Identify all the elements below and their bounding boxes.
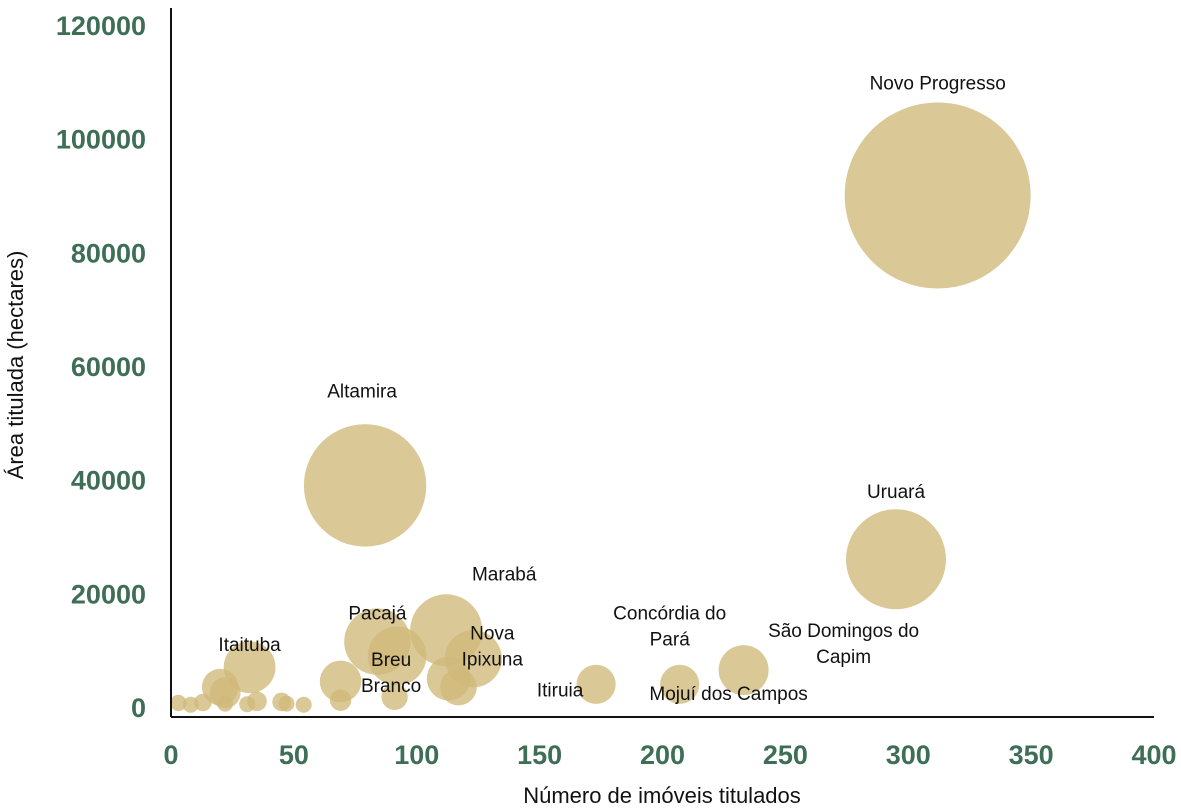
bubble-1 <box>303 424 427 547</box>
bubble-24 <box>278 695 295 712</box>
y-axis-title: Área titulada (hectares) <box>3 251 28 480</box>
y-tick-label: 20000 <box>71 579 146 609</box>
bubble-label-layer: Novo Progresso Altamira Uruará Marabá Pacajá… <box>218 74 1005 705</box>
bubble-label-2: Uruará <box>867 482 926 503</box>
bubble-5 <box>367 626 427 686</box>
bubble-17 <box>329 689 352 711</box>
bubble-23 <box>239 696 256 713</box>
bubble-label-1: Altamira <box>327 381 397 402</box>
bubble-11 <box>576 664 616 704</box>
bubble-13 <box>440 668 477 706</box>
bubble-2 <box>846 509 946 610</box>
x-tick-label: 0 <box>163 740 178 770</box>
bubble-label-11: Itiruia <box>537 680 584 701</box>
bubble-12 <box>319 660 362 703</box>
x-tick-label: 200 <box>640 740 685 770</box>
bubble-label-8: São Domingos do Capim <box>768 621 919 668</box>
x-tick-label: 150 <box>517 740 562 770</box>
bubble-10 <box>660 664 700 704</box>
x-tick-label: 250 <box>763 740 808 770</box>
bubble-15 <box>209 677 241 709</box>
y-tick-label: 120000 <box>56 11 146 41</box>
axes <box>170 8 1154 718</box>
x-tick-label: 300 <box>886 740 931 770</box>
bubble-label-16: Mojuí dos Campos <box>649 684 807 705</box>
x-tick-label: 100 <box>394 740 439 770</box>
y-tick-label: 100000 <box>56 125 146 155</box>
bubble-layer <box>170 102 1031 713</box>
bubble-label-6: Nova Ipixuna <box>462 624 524 671</box>
y-tick-label: 60000 <box>71 352 146 382</box>
tick-label-layer: 0 50 100 150 200 250 300 350 400 0 20000 40000 60000… <box>56 11 1177 770</box>
bubble-16 <box>381 683 408 710</box>
x-tick-label: 350 <box>1009 740 1054 770</box>
bubble-label-0: Novo Progresso <box>870 74 1006 95</box>
bubble-label-5: Breu Branco <box>361 650 421 697</box>
x-tick-label: 50 <box>279 740 309 770</box>
bubble-label-3: Marabá <box>472 564 537 585</box>
bubble-label-7: Itaituba <box>218 635 281 656</box>
y-tick-label: 80000 <box>71 238 146 268</box>
bubble-22 <box>217 695 234 712</box>
bubble-25 <box>295 696 312 713</box>
bubble-8 <box>718 645 769 696</box>
bubble-label-4: Pacajá <box>348 604 407 625</box>
y-tick-label: 40000 <box>71 466 146 496</box>
bubble-20 <box>170 694 187 712</box>
y-tick-label: 0 <box>131 693 146 723</box>
x-axis-title: Número de imóveis titulados <box>523 783 801 808</box>
bubble-label-10: Concórdia do Pará <box>613 603 726 650</box>
bubble-26 <box>182 696 199 713</box>
x-tick-label: 400 <box>1131 740 1176 770</box>
bubble-21 <box>194 693 212 712</box>
bubble-0 <box>844 102 1031 289</box>
